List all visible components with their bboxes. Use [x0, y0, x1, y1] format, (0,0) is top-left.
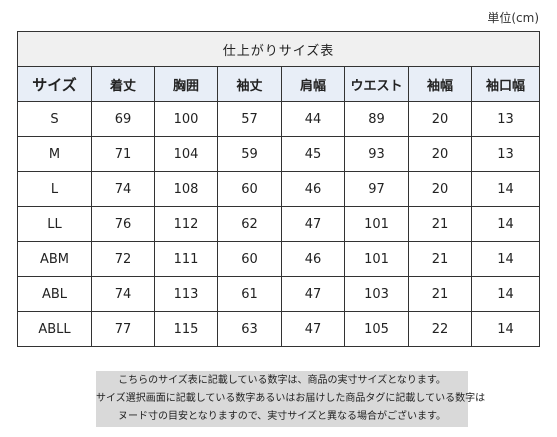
measurement-cell: 93 [344, 136, 409, 172]
measurement-cell: 112 [154, 206, 218, 242]
measurement-cell: 14 [471, 171, 540, 207]
table-row: M 71 104 59 45 93 20 13 [17, 136, 540, 172]
table-row: L 74 108 60 46 97 20 14 [17, 171, 540, 207]
size-cell: LL [17, 206, 92, 242]
size-note: こちらのサイズ表に記載している数字は、商品の実寸サイズとなります。 サイズ選択画… [96, 371, 486, 427]
measurement-cell: 45 [281, 136, 345, 172]
table-title-row: 仕上がりサイズ表 [17, 31, 540, 67]
measurement-cell: 63 [217, 311, 282, 347]
measurement-cell: 13 [471, 136, 540, 172]
measurement-cell: 22 [408, 311, 472, 347]
measurement-cell: 46 [281, 171, 345, 207]
size-cell: M [17, 136, 92, 172]
note-line: サイズ選択画面に記載している数字あるいはお届けした商品タグに記載している数字は [96, 393, 486, 404]
measurement-cell: 101 [344, 206, 409, 242]
header-size: サイズ [17, 66, 92, 102]
measurement-cell: 76 [91, 206, 155, 242]
header-sleeve-length: 袖丈 [217, 66, 282, 102]
measurement-cell: 60 [217, 241, 282, 277]
measurement-cell: 108 [154, 171, 218, 207]
measurement-cell: 61 [217, 276, 282, 312]
measurement-cell: 20 [408, 136, 472, 172]
measurement-cell: 47 [281, 206, 345, 242]
measurement-cell: 14 [471, 241, 540, 277]
measurement-cell: 20 [408, 171, 472, 207]
unit-label: 単位(cm) [487, 11, 539, 25]
note-line: ヌード寸の目安となりますので、実寸サイズと異なる場合がございます。 [118, 411, 446, 422]
measurement-cell: 111 [154, 241, 218, 277]
table-row: ABM 72 111 60 46 101 21 14 [17, 241, 540, 277]
measurement-cell: 115 [154, 311, 218, 347]
measurement-cell: 69 [91, 101, 155, 137]
measurement-cell: 77 [91, 311, 155, 347]
measurement-cell: 97 [344, 171, 409, 207]
measurement-cell: 21 [408, 206, 472, 242]
measurement-cell: 57 [217, 101, 282, 137]
measurement-cell: 21 [408, 276, 472, 312]
measurement-cell: 59 [217, 136, 282, 172]
measurement-cell: 100 [154, 101, 218, 137]
measurement-cell: 62 [217, 206, 282, 242]
measurement-cell: 47 [281, 276, 345, 312]
measurement-cell: 14 [471, 276, 540, 312]
measurement-cell: 71 [91, 136, 155, 172]
measurement-cell: 74 [91, 276, 155, 312]
size-cell: ABLL [17, 311, 92, 347]
measurement-cell: 21 [408, 241, 472, 277]
note-line: こちらのサイズ表に記載している数字は、商品の実寸サイズとなります。 [118, 375, 446, 386]
measurement-cell: 44 [281, 101, 345, 137]
table-header-row: サイズ 着丈 胸囲 袖丈 肩幅 ウエスト 袖幅 袖口幅 [17, 66, 540, 102]
size-cell: ABL [17, 276, 92, 312]
measurement-cell: 20 [408, 101, 472, 137]
measurement-cell: 14 [471, 206, 540, 242]
size-cell: L [17, 171, 92, 207]
table-row: LL 76 112 62 47 101 21 14 [17, 206, 540, 242]
measurement-cell: 47 [281, 311, 345, 347]
measurement-cell: 103 [344, 276, 409, 312]
measurement-cell: 60 [217, 171, 282, 207]
header-chest: 胸囲 [154, 66, 218, 102]
header-cuff-width: 袖口幅 [471, 66, 540, 102]
table-row: ABL 74 113 61 47 103 21 14 [17, 276, 540, 312]
header-waist: ウエスト [344, 66, 409, 102]
measurement-cell: 105 [344, 311, 409, 347]
measurement-cell: 74 [91, 171, 155, 207]
size-table: 仕上がりサイズ表 サイズ 着丈 胸囲 袖丈 肩幅 ウエスト 袖幅 袖口幅 S 69… [17, 31, 540, 347]
header-length: 着丈 [91, 66, 155, 102]
table-title: 仕上がりサイズ表 [17, 31, 540, 67]
measurement-cell: 46 [281, 241, 345, 277]
measurement-cell: 113 [154, 276, 218, 312]
measurement-cell: 101 [344, 241, 409, 277]
measurement-cell: 72 [91, 241, 155, 277]
header-sleeve-width: 袖幅 [408, 66, 472, 102]
header-shoulder-width: 肩幅 [281, 66, 345, 102]
table-row: ABLL 77 115 63 47 105 22 14 [17, 311, 540, 347]
table-row: S 69 100 57 44 89 20 13 [17, 101, 540, 137]
table-body: S 69 100 57 44 89 20 13 M 71 104 59 45 93 20 13 L 74 108 60… [17, 101, 540, 347]
size-cell: S [17, 101, 92, 137]
measurement-cell: 14 [471, 311, 540, 347]
size-cell: ABM [17, 241, 92, 277]
measurement-cell: 104 [154, 136, 218, 172]
measurement-cell: 13 [471, 101, 540, 137]
measurement-cell: 89 [344, 101, 409, 137]
